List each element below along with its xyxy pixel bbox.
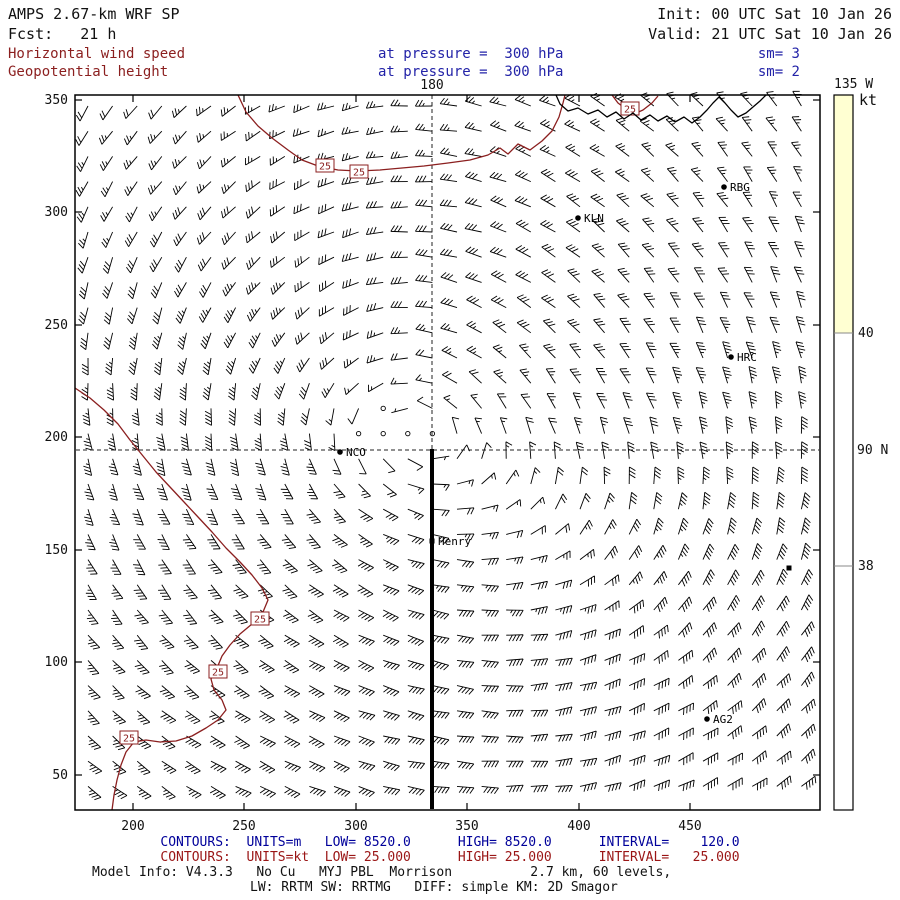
y-tick-label: 100 xyxy=(45,655,68,670)
latlon-grid-layer xyxy=(76,95,819,809)
contour-legend-wind: CONTOURS: UNITS=kt LOW= 25.000 HIGH= 25.… xyxy=(160,850,740,865)
station-label: RBG xyxy=(730,181,750,194)
wind-speed-contour xyxy=(74,387,269,811)
field2-smoothing: sm= 2 xyxy=(757,64,800,80)
x-tick-label: 400 xyxy=(567,819,590,834)
field1-smoothing: sm= 3 xyxy=(757,46,800,62)
station-label: KLN xyxy=(584,212,604,225)
contour-label: 25 xyxy=(254,615,266,626)
meridian-label: 180 xyxy=(420,78,443,93)
forecast-hour: Fcst: 21 h xyxy=(8,25,117,43)
station-marker xyxy=(721,184,727,190)
contour-label-box xyxy=(250,611,270,626)
field2-label: Geopotential height xyxy=(8,64,169,80)
contour-label-box xyxy=(315,158,335,173)
x-tick-label: 350 xyxy=(455,819,478,834)
wind-speed-contour xyxy=(237,94,566,172)
contour-label-box xyxy=(119,730,139,745)
model-info-line1: Model Info: V4.3.3 No Cu MYJ PBL Morriso… xyxy=(92,865,672,880)
colorbar-tick-label: 40 xyxy=(858,326,874,341)
y-tick-label: 50 xyxy=(52,768,68,783)
colorbar: 40 38 kt xyxy=(833,91,877,811)
contour-layer: 25 25 25 25 25 25 xyxy=(74,94,659,811)
station-label: Henry xyxy=(438,535,471,548)
colorbar-tick-label: 38 xyxy=(858,559,874,574)
y-tick-label: 350 xyxy=(45,93,68,108)
station-marker xyxy=(575,215,581,221)
model-info-line2: LW: RRTM SW: RRTMG DIFF: simple KM: 2D S… xyxy=(250,880,618,895)
y-tick-label: 150 xyxy=(45,543,68,558)
y-tick-label: 250 xyxy=(45,318,68,333)
contour-label: 25 xyxy=(319,162,331,173)
x-tick-label: 300 xyxy=(344,819,367,834)
station-marker xyxy=(429,538,435,544)
y-tick-label: 200 xyxy=(45,430,68,445)
field1-label: Horizontal wind speed xyxy=(8,46,186,62)
contour-label-box xyxy=(208,664,228,679)
colorbar-segment xyxy=(834,95,853,333)
coastline-layer xyxy=(555,94,767,124)
stations-layer: RBG KLN HRC NCO Henry AG2 xyxy=(337,181,792,726)
station-marker xyxy=(728,354,734,360)
station-label: NCO xyxy=(346,446,366,459)
contour-label: 25 xyxy=(624,105,636,116)
contour-legend-height: CONTOURS: UNITS=m LOW= 8520.0 HIGH= 8520… xyxy=(160,835,740,850)
station-marker xyxy=(786,565,792,571)
x-tick-label: 250 xyxy=(232,819,255,834)
y-tick-label: 300 xyxy=(45,205,68,220)
contour-label: 25 xyxy=(123,734,135,745)
field1-pressure: at pressure = 300 hPa xyxy=(378,46,564,62)
contour-label-box xyxy=(349,164,369,179)
colorbar-title: kt xyxy=(859,91,877,109)
contour-label: 25 xyxy=(353,168,365,179)
init-time: Init: 00 UTC Sat 10 Jan 26 xyxy=(657,5,892,23)
station-marker xyxy=(704,716,710,722)
model-title: AMPS 2.67-km WRF SP xyxy=(8,5,180,23)
contour-label: 25 xyxy=(212,668,224,679)
coastline-path xyxy=(555,94,767,124)
corner-longitude-label: 135 W xyxy=(834,77,873,92)
station-marker xyxy=(337,449,343,455)
wind-barbs-layer xyxy=(75,90,817,801)
station-label: HRC xyxy=(737,351,757,364)
station-label: AG2 xyxy=(713,713,733,726)
colorbar-segment xyxy=(834,333,853,566)
parallel-label: 90 N xyxy=(857,443,888,458)
x-tick-label: 200 xyxy=(121,819,144,834)
axes-layer: 200 250 300 350 400 450 350 300 250 200 150 100 50 18… xyxy=(45,77,889,834)
colorbar-segment xyxy=(834,566,853,810)
valid-time: Valid: 21 UTC Sat 10 Jan 26 xyxy=(648,25,892,43)
x-tick-label: 450 xyxy=(678,819,701,834)
field2-pressure: at pressure = 300 hPa xyxy=(378,64,564,80)
